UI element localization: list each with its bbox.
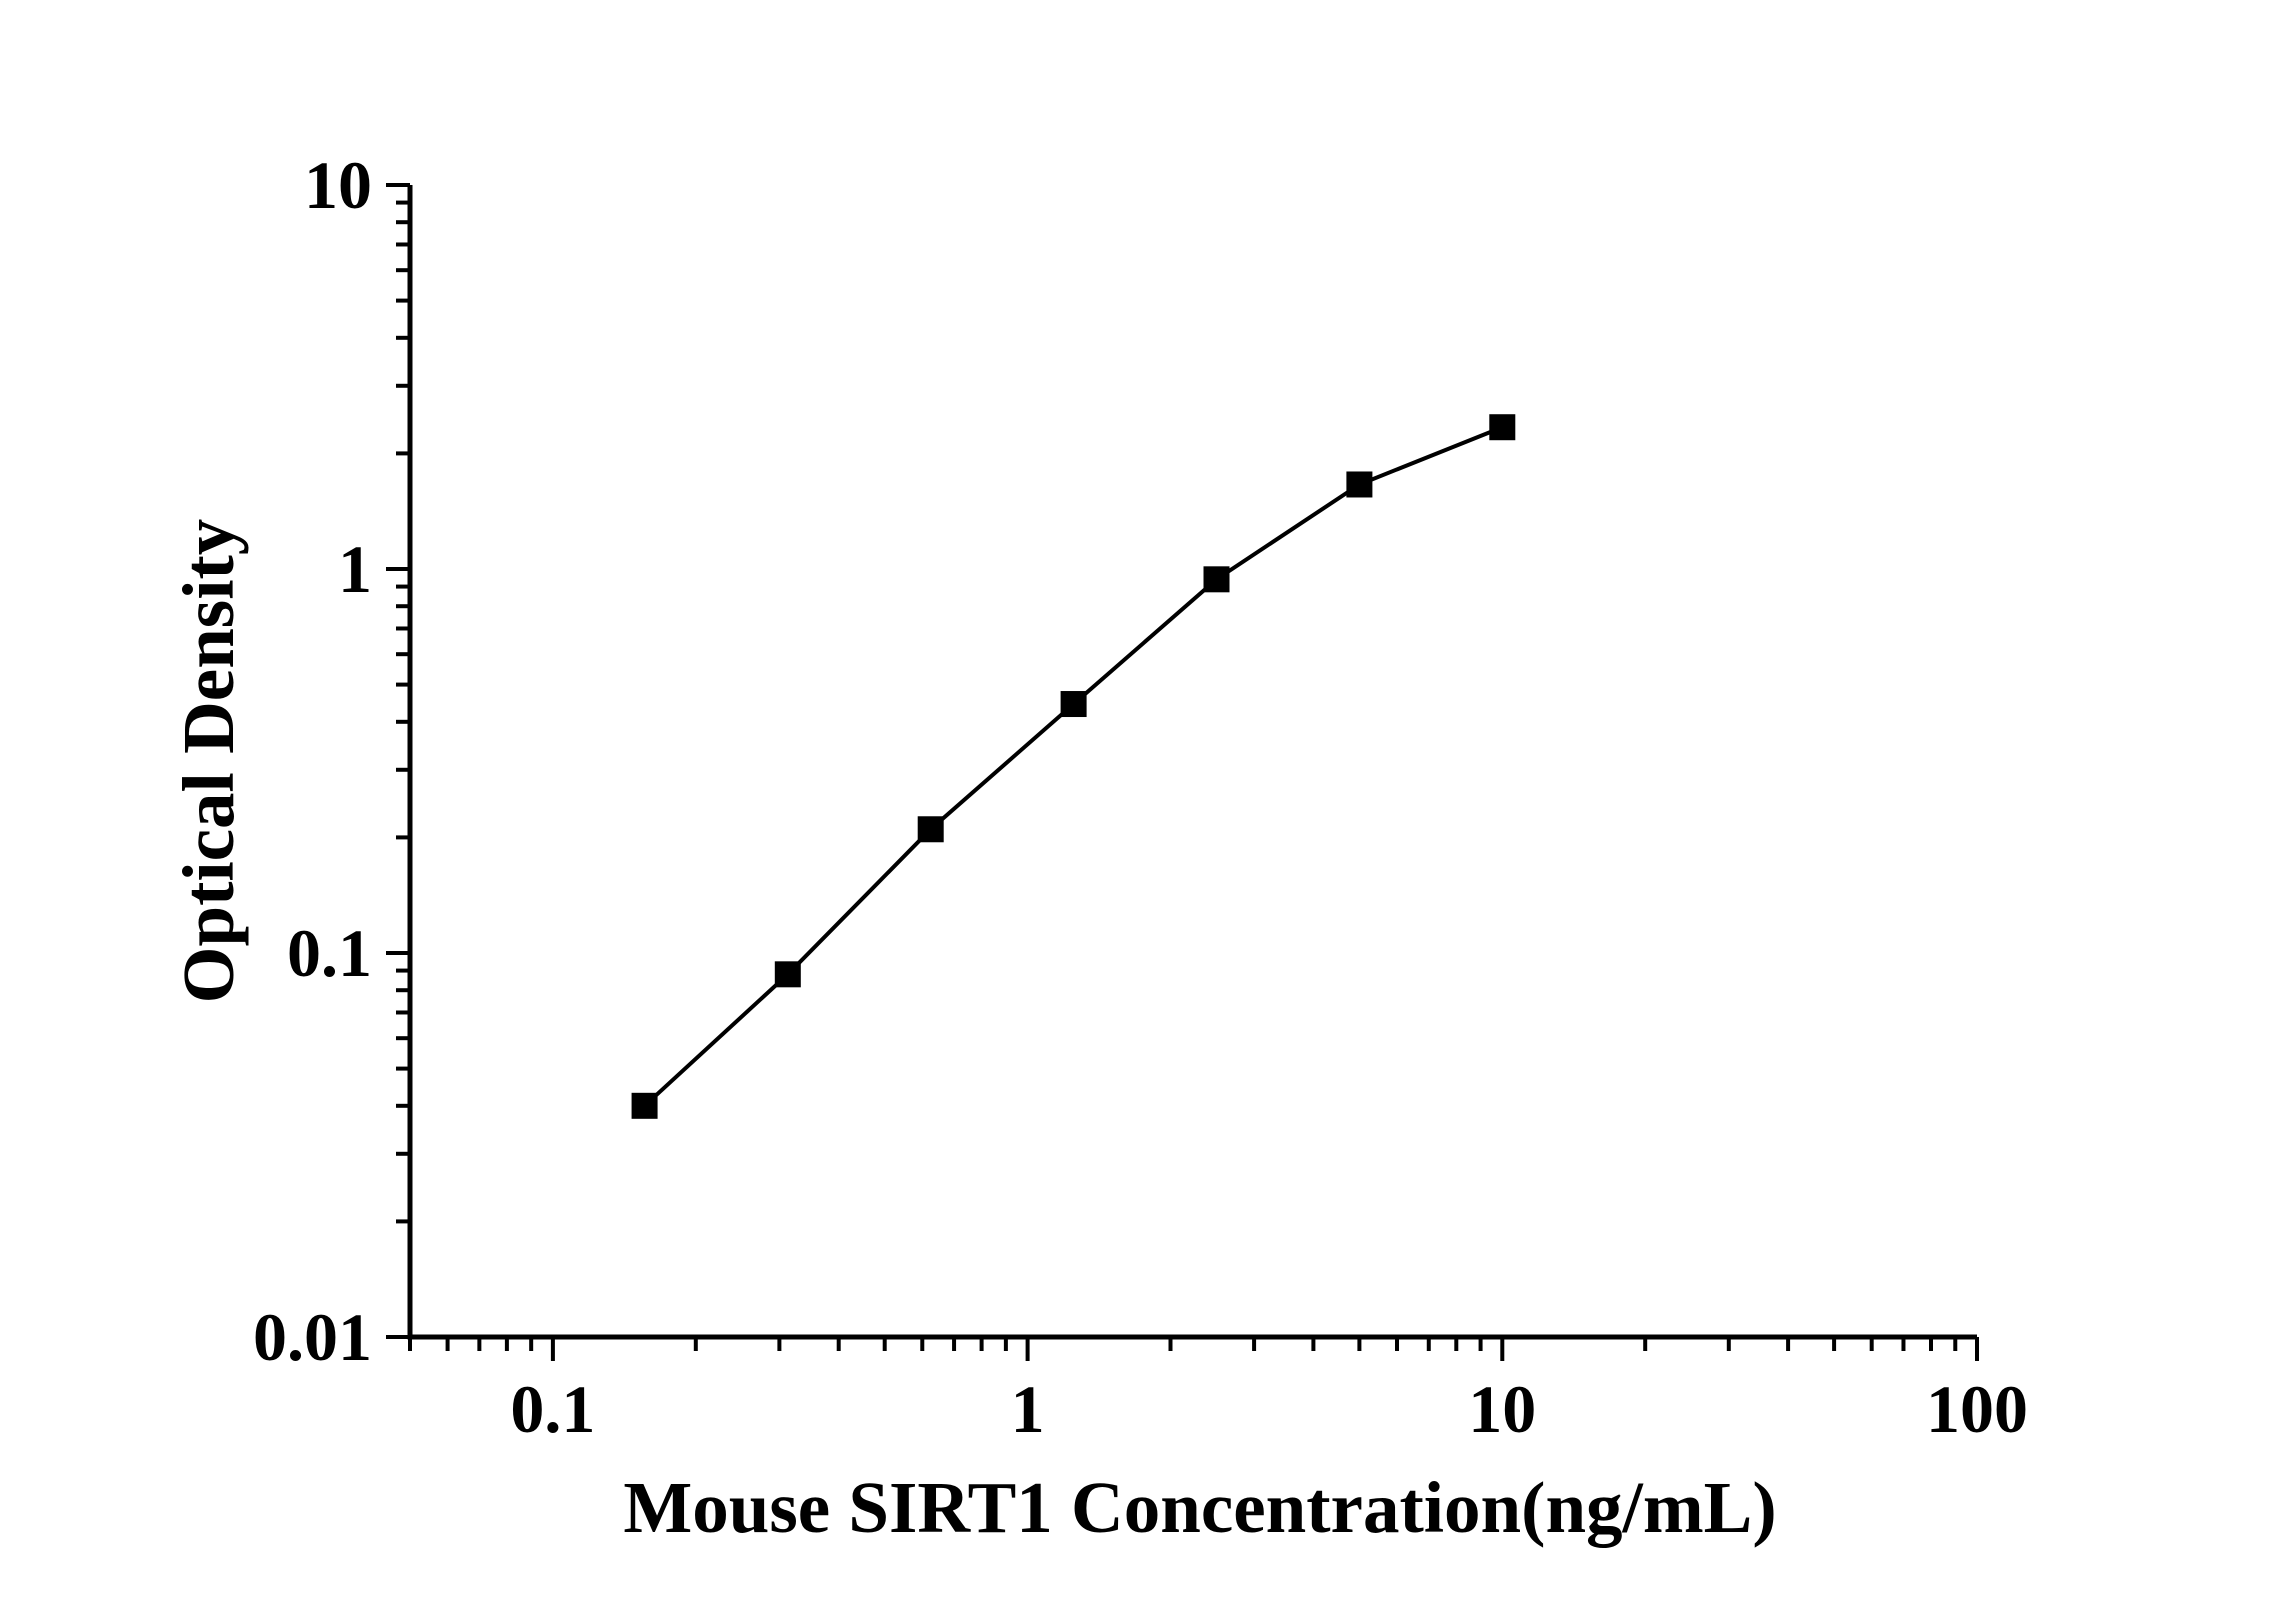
data-point-marker [631,1092,658,1119]
data-point-marker [917,816,944,843]
x-tick-label: 10 [1468,1371,1536,1447]
data-point-marker [1060,691,1087,718]
axes-layer: 0.1 1 10 100 0.01 0.1 1 10 [253,147,2028,1447]
y-tick-label: 0.01 [253,1299,372,1375]
data-point-marker [774,961,801,988]
data-point-marker [1489,414,1516,441]
y-tick-label: 1 [338,531,372,607]
x-axis-title: Mouse SIRT1 Concentration(ng/mL) [623,1467,1776,1548]
axis-spines [407,185,1977,1340]
data-point-marker [1346,471,1373,498]
x-tick-label: 100 [1926,1371,2028,1447]
x-tick-label: 1 [1011,1371,1045,1447]
data-point-marker [1203,566,1230,593]
x-tick-label: 0.1 [510,1371,595,1447]
y-axis-title: Optical Density [168,519,249,1004]
standard-curve-line [643,425,1504,1108]
y-tick-label: 0.1 [287,915,372,991]
series-layer [631,414,1516,1119]
y-tick-label: 10 [304,147,372,223]
